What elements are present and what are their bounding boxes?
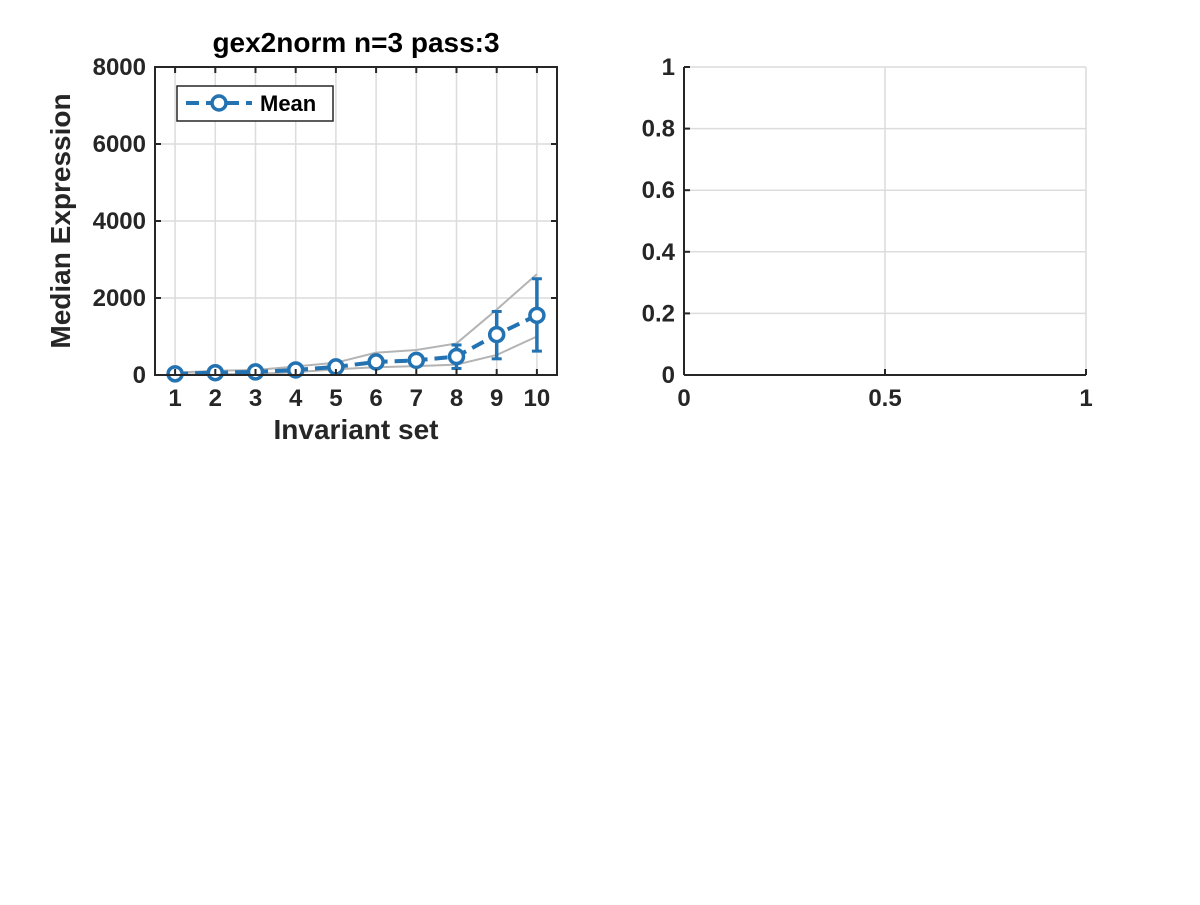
x-tick-label: 0.5 [868, 385, 901, 412]
y-tick-label: 2000 [93, 285, 146, 312]
mean-point [447, 347, 466, 366]
mean-point [487, 325, 506, 344]
x-tick-label: 9 [490, 385, 503, 412]
y-tick-label: 8000 [93, 54, 146, 81]
x-tick-label: 7 [410, 385, 423, 412]
legend-box [176, 85, 334, 122]
left-x-axis-label: Invariant set [274, 414, 439, 445]
right-x-tick-labels: 0 0.5 1 [677, 385, 1092, 412]
x-tick-label: 1 [168, 385, 181, 412]
right-axes: 0 0.5 1 00.20.40.60.81 [642, 54, 1093, 412]
left-y-axis-label: Median Expression [45, 93, 76, 348]
legend-marker [210, 94, 228, 112]
x-tick-label: 1 [1079, 385, 1092, 412]
y-tick-label: 0.4 [642, 239, 676, 266]
left-axes: 1 2 3 4 5 6 7 8 9 10 0 2000 4000 6000 8000 gex2norm n… [45, 27, 558, 445]
y-tick-label: 0 [133, 362, 146, 389]
mean-line [175, 313, 538, 376]
x-tick-label: 10 [524, 385, 551, 412]
left-x-tick-labels: 1 2 3 4 5 6 7 8 9 10 [168, 385, 550, 412]
left-tick-marks [155, 66, 557, 376]
right-y-tick-labels: 0 0.2 0.4 0.6 0.8 1 [642, 54, 676, 389]
x-tick-label: 3 [249, 385, 262, 412]
y-tick-label: 1 [662, 54, 675, 81]
legend: Mean [176, 85, 334, 122]
y-tick-label: 6000 [93, 131, 146, 158]
mean-point [367, 353, 385, 371]
x-tick-label: 8 [450, 385, 463, 412]
y-tick-label: 0 [662, 362, 675, 389]
right-tick-marks [683, 66, 1087, 376]
x-tick-label: 2 [209, 385, 222, 412]
mean-point [407, 351, 426, 370]
y-tick-label: 0.6 [642, 177, 675, 204]
x-tick-label: 0 [677, 385, 690, 412]
x-tick-label: 5 [329, 385, 342, 412]
left-chart-title: gex2norm n=3 pass:3 [212, 27, 499, 58]
left-y-tick-labels: 0 2000 4000 6000 8000 [93, 54, 146, 389]
x-tick-label: 4 [289, 385, 303, 412]
y-tick-label: 0.8 [642, 116, 675, 143]
mean-point [528, 306, 546, 325]
x-tick-label: 6 [369, 385, 382, 412]
y-tick-label: 0.2 [642, 300, 675, 327]
y-tick-label: 4000 [93, 208, 146, 235]
legend-label-mean: Mean [260, 91, 316, 116]
